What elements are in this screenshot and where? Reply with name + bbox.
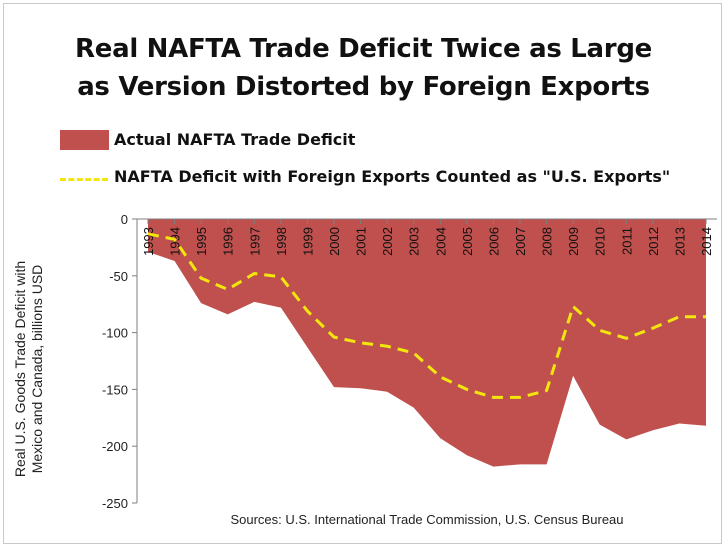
x-tick-label: 2005	[460, 227, 475, 256]
x-tick-label: 2000	[327, 227, 342, 256]
chart-title: Real NAFTA Trade Deficit Twice as Large …	[0, 30, 727, 106]
legend-swatch-area	[60, 130, 109, 150]
x-tick-label: 1994	[168, 227, 183, 256]
x-tick-label: 1998	[274, 227, 289, 256]
x-tick-label: 2008	[540, 227, 555, 256]
x-tick-label: 1997	[247, 227, 262, 256]
legend-label-actual: Actual NAFTA Trade Deficit	[114, 130, 356, 149]
chart-title-line-2: as Version Distorted by Foreign Exports	[77, 72, 650, 102]
legend-swatch-line	[60, 178, 108, 181]
y-tick-label: 0	[121, 212, 128, 227]
x-tick-label: 2011	[619, 227, 634, 255]
x-tick-label: 2013	[672, 227, 687, 256]
x-tick-label: 2002	[380, 227, 395, 256]
x-tick-label: 2012	[646, 227, 661, 256]
legend-label-distorted: NAFTA Deficit with Foreign Exports Count…	[114, 167, 671, 186]
x-tick-label: 2010	[593, 227, 608, 256]
x-tick-label: 2006	[486, 227, 501, 256]
x-tick-label: 2003	[407, 227, 422, 256]
line-series-distorted-deficit	[147, 232, 706, 399]
x-tick-label: 2007	[513, 227, 528, 256]
source-note: Sources: U.S. International Trade Commis…	[230, 512, 624, 527]
x-tick-label: 1993	[141, 227, 156, 256]
x-tick-label: 1999	[300, 227, 315, 256]
x-tick-label: 2009	[566, 227, 581, 256]
x-tick-label: 2014	[699, 227, 714, 256]
y-tick-label: -200	[102, 439, 128, 454]
x-tick-label: 1995	[194, 227, 209, 256]
y-tick-label: -100	[102, 326, 128, 341]
chart-title-line-1: Real NAFTA Trade Deficit Twice as Large	[75, 34, 652, 64]
y-tick-label: -250	[102, 496, 128, 511]
y-tick-label: -50	[109, 269, 128, 284]
chart-frame	[3, 3, 722, 544]
y-tick-label: -150	[102, 382, 128, 397]
x-tick-label: 1996	[221, 227, 236, 256]
x-tick-label: 2001	[354, 227, 369, 256]
x-tick-label: 2004	[433, 227, 448, 256]
area-series-actual-deficit	[148, 219, 706, 467]
